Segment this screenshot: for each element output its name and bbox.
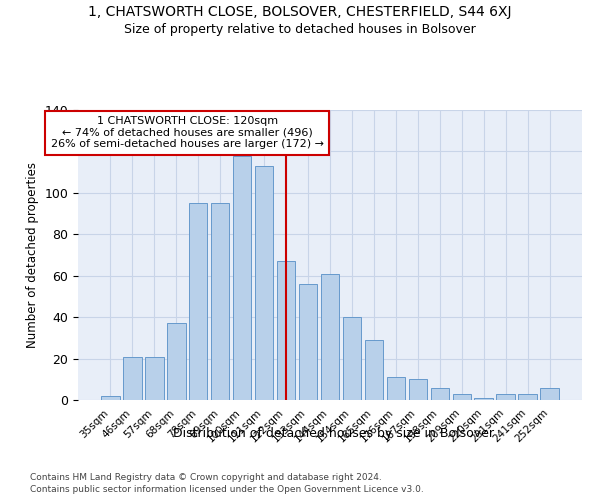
- Text: Contains HM Land Registry data © Crown copyright and database right 2024.: Contains HM Land Registry data © Crown c…: [30, 472, 382, 482]
- Bar: [123, 356, 142, 400]
- Bar: [518, 394, 537, 400]
- Bar: [365, 340, 383, 400]
- Text: Size of property relative to detached houses in Bolsover: Size of property relative to detached ho…: [124, 22, 476, 36]
- Bar: [541, 388, 559, 400]
- Bar: [145, 356, 164, 400]
- Bar: [452, 394, 471, 400]
- Text: Distribution of detached houses by size in Bolsover: Distribution of detached houses by size …: [173, 428, 494, 440]
- Bar: [277, 261, 295, 400]
- Bar: [255, 166, 274, 400]
- Bar: [320, 274, 340, 400]
- Bar: [211, 203, 229, 400]
- Bar: [386, 377, 405, 400]
- Text: 1, CHATSWORTH CLOSE, BOLSOVER, CHESTERFIELD, S44 6XJ: 1, CHATSWORTH CLOSE, BOLSOVER, CHESTERFI…: [88, 5, 512, 19]
- Bar: [167, 324, 185, 400]
- Bar: [189, 203, 208, 400]
- Bar: [299, 284, 317, 400]
- Text: 1 CHATSWORTH CLOSE: 120sqm
← 74% of detached houses are smaller (496)
26% of sem: 1 CHATSWORTH CLOSE: 120sqm ← 74% of deta…: [50, 116, 323, 150]
- Y-axis label: Number of detached properties: Number of detached properties: [26, 162, 39, 348]
- Bar: [409, 380, 427, 400]
- Bar: [431, 388, 449, 400]
- Text: Contains public sector information licensed under the Open Government Licence v3: Contains public sector information licen…: [30, 485, 424, 494]
- Bar: [233, 156, 251, 400]
- Bar: [343, 317, 361, 400]
- Bar: [101, 396, 119, 400]
- Bar: [496, 394, 515, 400]
- Bar: [475, 398, 493, 400]
